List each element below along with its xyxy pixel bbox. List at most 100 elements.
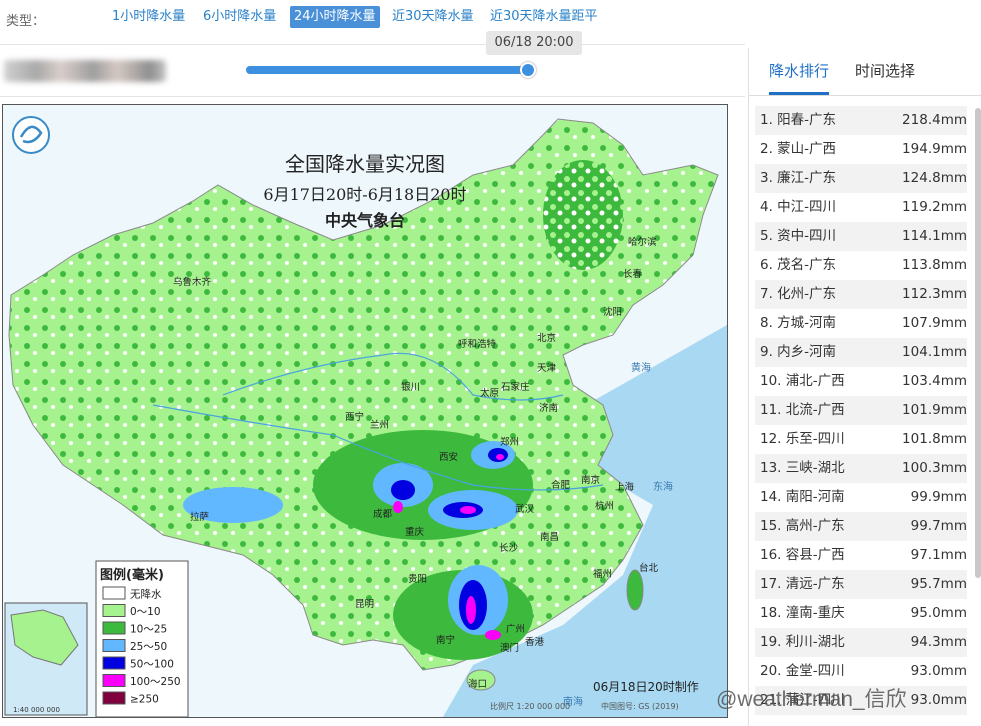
ranking-station: 21. 蒲江-四川 (760, 692, 845, 708)
sea-area (443, 325, 727, 717)
legend-label: 10～25 (130, 624, 167, 636)
ranking-row[interactable]: 1. 阳春-广东 218.4mm (755, 106, 967, 135)
legend-swatch (102, 691, 126, 705)
sea-labels: 黄海 东海 南海 (563, 361, 673, 708)
city-label: 香港 (525, 636, 545, 648)
watermark: @weatherman_信欣 (716, 688, 907, 711)
blurred-logo (4, 60, 166, 82)
city-label: 昆明 (355, 599, 374, 610)
city-label: 兰州 (370, 419, 389, 431)
ranking-row[interactable]: 12. 乐至-四川 101.8mm (755, 425, 967, 454)
ranking-value: 103.4mm (902, 373, 967, 389)
sea-label: 黄海 (631, 361, 651, 374)
city-label: 南京 (581, 474, 600, 486)
ranking-station: 10. 浦北-广西 (760, 373, 845, 389)
ranking-station: 7. 化州-广东 (760, 286, 837, 302)
city-label: 福州 (593, 568, 612, 580)
legend-swatch (102, 639, 126, 652)
city-labels: 哈尔滨 长春 沈阳 北京 天津 呼和浩特 石家庄 太原 济南 乌鲁木齐 银川 西… (173, 236, 659, 690)
ranking-row[interactable]: 13. 三峡-湖北 100.3mm (755, 454, 967, 483)
ranking-station: 17. 清远-广东 (760, 576, 845, 592)
city-label: 广州 (506, 623, 525, 635)
ranking-station: 13. 三峡-湖北 (760, 460, 845, 476)
city-label: 石家庄 (501, 381, 530, 393)
city-label: 武汉 (515, 503, 535, 515)
ranking-station: 8. 方城-河南 (760, 315, 837, 331)
divider (0, 96, 745, 97)
ranking-row[interactable]: 21. 蒲江-四川 93.0mm (755, 686, 967, 715)
inset-scale: 1:40 000 000 (13, 706, 60, 714)
ranking-scrollbar[interactable] (975, 108, 981, 578)
sea-label: 南海 (563, 695, 583, 708)
ranking-value: 100.3mm (902, 460, 967, 476)
ranking-station: 6. 茂名-广东 (760, 257, 837, 273)
ranking-value: 94.3mm (910, 634, 967, 650)
ranking-row[interactable]: 9. 内乡-河南 104.1mm (755, 338, 967, 367)
ranking-value: 114.1mm (902, 228, 967, 244)
city-label: 上海 (615, 481, 635, 493)
ranking-row[interactable]: 7. 化州-广东 112.3mm (755, 280, 967, 309)
ranking-list: 1. 阳春-广东 218.4mm 2. 蒙山-广西 194.9mm 3. 廉江-广东 12… (755, 106, 967, 715)
tab-precip-ranking[interactable]: 降水排行 (769, 58, 830, 95)
ranking-row[interactable]: 8. 方城-河南 107.9mm (755, 309, 967, 338)
map-scale: 比例尺 1:20 000 000 (490, 701, 570, 711)
ranking-row[interactable]: 14. 南阳-河南 99.9mm (755, 483, 967, 512)
ranking-value: 101.8mm (902, 431, 967, 447)
ranking-row[interactable]: 4. 中江-四川 119.2mm (755, 193, 967, 222)
ranking-row[interactable]: 16. 容县-广西 97.1mm (755, 541, 967, 570)
ranking-row[interactable]: 2. 蒙山-广西 194.9mm (755, 135, 967, 164)
ranking-row[interactable]: 20. 金堂-四川 93.0mm (755, 657, 967, 686)
legend-swatch (102, 621, 126, 635)
legend-label: 50～100 (130, 659, 174, 671)
ranking-value: 194.9mm (902, 141, 967, 157)
ranking-row[interactable]: 10. 浦北-广西 103.4mm (755, 367, 967, 396)
taiwan-island (626, 569, 644, 611)
ranking-value: 104.1mm (902, 344, 967, 360)
tab-6h-precip[interactable]: 6小时降水量 (203, 9, 277, 24)
ranking-station: 15. 高州-广东 (760, 518, 845, 534)
map-number: 中国图号: GS (2019) (601, 701, 679, 711)
ranking-row[interactable]: 17. 清远-广东 95.7mm (755, 570, 967, 599)
river (152, 404, 604, 491)
time-tooltip: 06/18 20:00 (486, 31, 582, 55)
ranking-row[interactable]: 19. 利川-湖北 94.3mm (755, 628, 967, 657)
time-slider-handle[interactable] (520, 62, 536, 78)
time-slider[interactable] (246, 62, 536, 78)
ranking-row[interactable]: 15. 高州-广东 99.7mm (755, 512, 967, 541)
ranking-station: 3. 廉江-广东 (760, 170, 837, 186)
legend-label: 0～10 (130, 606, 161, 618)
ranking-station: 9. 内乡-河南 (760, 344, 837, 360)
ranking-value: 93.0mm (910, 663, 967, 679)
tab-1h-precip[interactable]: 1小时降水量 (112, 9, 186, 24)
ranking-station: 4. 中江-四川 (760, 199, 837, 215)
ranking-row[interactable]: 3. 廉江-广东 124.8mm (755, 164, 967, 193)
divider (0, 44, 745, 45)
tab-30d-precip[interactable]: 近30天降水量 (392, 9, 474, 24)
tab-30d-anomaly[interactable]: 近30天降水量距平 (490, 9, 598, 24)
city-label: 天津 (537, 363, 557, 374)
city-label: 银川 (401, 381, 420, 393)
ranking-row[interactable]: 18. 潼南-重庆 95.0mm (755, 599, 967, 628)
legend-swatch (102, 604, 126, 617)
map-title: 全国降水量实况图 (285, 152, 445, 176)
ranking-row[interactable]: 6. 茂名-广东 113.8mm (755, 251, 967, 280)
ranking-value: 97.1mm (910, 547, 967, 563)
ranking-value: 119.2mm (902, 199, 967, 215)
map-issuer: 中央气象台 (325, 211, 405, 230)
ranking-row[interactable]: 11. 北流-广西 101.9mm (755, 396, 967, 425)
tab-24h-precip[interactable]: 24小时降水量 (290, 6, 380, 28)
cma-logo-swirl (19, 125, 43, 144)
inset-map: 1:40 000 000 (4, 602, 88, 716)
legend-label: 无降水 (130, 588, 162, 601)
ranking-station: 2. 蒙山-广西 (760, 141, 837, 157)
type-bar: 类型： 1小时降水量 6小时降水量 24小时降水量 近30天降水量 近30天降水… (0, 0, 981, 36)
ranking-value: 99.7mm (910, 518, 967, 534)
legend-swatch (102, 586, 126, 600)
river (222, 352, 564, 401)
tab-time-select[interactable]: 时间选择 (855, 62, 916, 80)
city-label: 杭州 (595, 500, 614, 512)
ranking-value: 218.4mm (902, 112, 967, 128)
precipitation-map: 全国降水量实况图 6月17日20时-6月18日20时 中央气象台 哈尔滨 长春 … (2, 104, 728, 718)
ranking-station: 11. 北流-广西 (760, 402, 845, 418)
ranking-row[interactable]: 5. 资中-四川 114.1mm (755, 222, 967, 251)
